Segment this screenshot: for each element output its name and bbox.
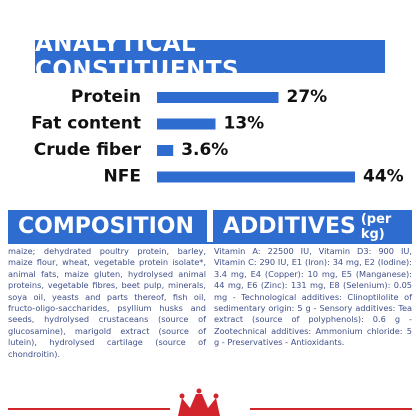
row-label: Crude fiber [34, 140, 142, 160]
additives-header: ADDITIVES (per kg) [213, 210, 412, 242]
row-label: Fat content [31, 114, 141, 134]
bar [157, 171, 355, 183]
bar [157, 118, 216, 130]
value-label: 44% [363, 167, 404, 187]
composition-header: COMPOSITION [8, 210, 207, 242]
divider [8, 242, 412, 244]
composition-title: COMPOSITION [18, 213, 194, 239]
value-label: 13% [224, 114, 265, 134]
additives-subtitle: (per kg) [360, 212, 392, 242]
row-label: Protein [71, 87, 141, 107]
bar [157, 145, 174, 156]
row-label: NFE [104, 167, 141, 187]
composition-text: maize; dehydrated poultry protein, barle… [8, 246, 206, 359]
bar [157, 92, 279, 103]
additives-title: ADDITIVES [223, 213, 356, 239]
value-label: 27% [287, 87, 328, 107]
value-label: 3.6% [181, 140, 228, 160]
additives-text: Vitamin A: 22500 IU, Vitamin D3: 900 IU,… [214, 246, 412, 348]
